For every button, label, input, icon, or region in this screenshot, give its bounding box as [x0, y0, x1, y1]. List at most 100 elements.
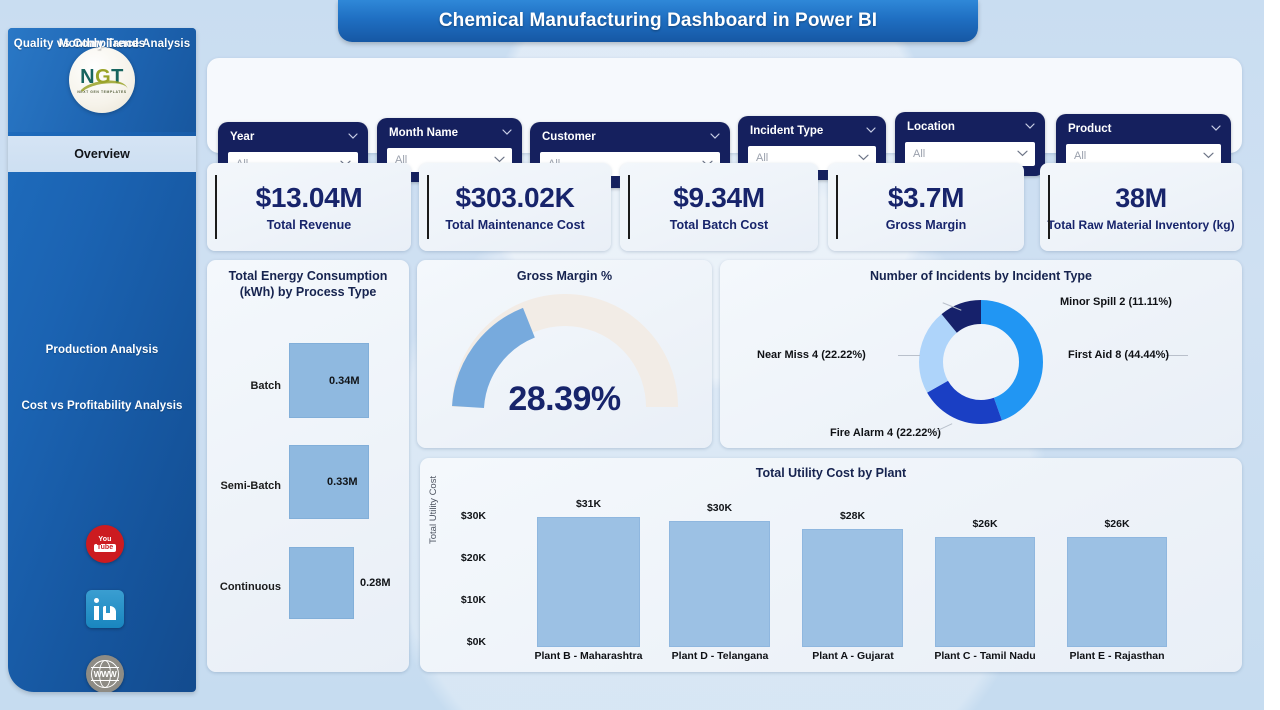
utility-bar-value: $30K: [706, 502, 733, 514]
y-axis-label: Total Utility Cost: [428, 475, 439, 544]
utility-bar-plant-c[interactable]: [935, 537, 1035, 647]
kpi-value: $9.34M: [673, 181, 765, 213]
y-axis-tick: $30K: [460, 510, 486, 522]
globe-parallel-top: [91, 667, 119, 668]
energy-value-label: 0.33M: [327, 476, 358, 488]
kpi-accent-bar: [427, 175, 429, 239]
slicer-value: All: [1074, 150, 1087, 162]
sidebar-item-monthly-trends[interactable]: Monthly Trends: [8, 28, 196, 60]
kpi-accent-bar: [628, 175, 630, 239]
donut-label-fire-alarm: Fire Alarm 4 (22.22%): [830, 427, 941, 439]
youtube-badge: You Tube: [86, 525, 124, 563]
chevron-down-icon: [858, 154, 869, 161]
chevron-down-icon: [1025, 123, 1035, 129]
filter-bar: Year All Month Name All: [207, 58, 1242, 188]
energy-bar[interactable]: [289, 445, 369, 519]
slicer-title: Month Name: [389, 127, 458, 139]
linkedin-dot: [94, 598, 99, 603]
kpi-card-gross-margin[interactable]: $3.7M Gross Margin: [828, 163, 1024, 251]
y-axis-tick: $0K: [466, 636, 486, 648]
kpi-label: Gross Margin: [885, 217, 967, 232]
globe-meridian: [99, 660, 111, 688]
chart-energy-consumption: Total Energy Consumption (kWh) by Proces…: [207, 260, 409, 672]
energy-value-label: 0.34M: [329, 375, 360, 387]
chevron-down-icon: [1211, 125, 1221, 131]
chevron-down-icon: [866, 127, 876, 133]
utility-bar-plant-b[interactable]: [537, 517, 640, 647]
chevron-down-icon: [1017, 150, 1028, 157]
kpi-card-total-raw-material-inventory[interactable]: 38M Total Raw Material Inventory (kg): [1040, 163, 1242, 251]
brand-logo-block: NGT NEXT GEN TEMPLATES: [8, 28, 196, 132]
kpi-label: Total Revenue: [266, 217, 352, 232]
globe-parallel-bottom: [91, 680, 119, 681]
y-axis-tick: $20K: [460, 552, 486, 564]
website-globe-icon[interactable]: WWW: [86, 655, 124, 692]
linkedin-icon[interactable]: [86, 590, 124, 628]
linkedin-cut: [106, 606, 110, 613]
chart-title: Total Energy Consumption (kWh) by Proces…: [207, 268, 409, 300]
gauge-value-label: 28.39%: [508, 380, 621, 418]
sidebar-item-overview[interactable]: Overview: [8, 136, 196, 172]
slicer-title: Product: [1068, 123, 1112, 135]
logo-tagline: NEXT GEN TEMPLATES: [77, 89, 127, 94]
chevron-down-icon: [348, 133, 358, 139]
kpi-accent-bar: [836, 175, 838, 239]
donut-slice-fire-alarm: [919, 300, 1043, 424]
sidebar-item-cost-vs-profitability-analysis[interactable]: Cost vs Profitability Analysis: [8, 390, 196, 422]
chevron-down-icon: [710, 133, 720, 139]
slicer-title: Customer: [542, 131, 596, 143]
utility-bar-plant-d[interactable]: [669, 521, 770, 647]
y-axis-tick: $10K: [460, 594, 486, 606]
energy-bar[interactable]: [289, 343, 369, 418]
utility-bar-value: $26K: [972, 518, 998, 530]
slicer-dropdown[interactable]: All: [905, 142, 1035, 166]
kpi-card-total-maintenance-cost[interactable]: $303.02K Total Maintenance Cost: [419, 163, 611, 251]
kpi-value: 38M: [1115, 182, 1167, 213]
chevron-down-icon: [494, 156, 505, 163]
chart-title: Total Utility Cost by Plant: [755, 466, 907, 480]
donut-leader-first-aid: [1166, 355, 1188, 356]
utility-bar-plant-a[interactable]: [802, 529, 903, 647]
slicer-title: Location: [907, 121, 955, 133]
sidebar-item-label: Production Analysis: [45, 344, 159, 356]
globe-badge: WWW: [86, 655, 124, 692]
sidebar: NGT NEXT GEN TEMPLATES Overview Producti…: [8, 28, 196, 692]
youtube-label-bottom: Tube: [93, 544, 117, 552]
logo-letter-g: G: [95, 65, 112, 88]
logo-wordmark: NGT: [80, 67, 124, 87]
kpi-accent-bar: [1048, 175, 1050, 239]
utility-bar-plant-e[interactable]: [1067, 537, 1167, 647]
kpi-label: Total Batch Cost: [669, 217, 769, 232]
chart-title: Number of Incidents by Incident Type: [869, 269, 1092, 283]
chart-title-line2: (kWh) by Process Type: [239, 285, 377, 299]
utility-bar-value: $31K: [575, 498, 602, 510]
energy-bar[interactable]: [289, 547, 354, 619]
energy-category-label: Semi-Batch: [220, 480, 281, 492]
donut-chart[interactable]: [911, 292, 1051, 432]
utility-bar-category: Plant D - Telangana: [671, 650, 769, 662]
kpi-card-total-revenue[interactable]: $13.04M Total Revenue: [207, 163, 411, 251]
chart-title-line1: Total Energy Consumption: [228, 269, 388, 283]
donut-label-first-aid: First Aid 8 (44.44%): [1068, 349, 1170, 361]
logo-letter-t: T: [111, 65, 124, 88]
linkedin-badge: [86, 590, 124, 628]
linkedin-stem: [94, 606, 99, 620]
energy-category-label: Continuous: [219, 581, 281, 593]
chevron-down-icon: [502, 129, 512, 135]
utility-bar-value: $26K: [1104, 518, 1130, 530]
youtube-icon[interactable]: You Tube: [86, 525, 124, 563]
sidebar-item-label: Monthly Trends: [58, 38, 146, 50]
kpi-label: Total Maintenance Cost: [445, 217, 585, 232]
sidebar-item-label: Quality vs Compliance Analysis: [13, 38, 191, 50]
utility-bar-value: $28K: [839, 510, 866, 522]
slicer-title: Year: [230, 131, 255, 143]
energy-value-label: 0.28M: [360, 577, 391, 589]
ngt-logo: NGT NEXT GEN TEMPLATES: [69, 47, 135, 113]
kpi-value: $13.04M: [255, 181, 363, 213]
kpi-card-total-batch-cost[interactable]: $9.34M Total Batch Cost: [620, 163, 818, 251]
sidebar-item-quality-vs-compliance-analysis[interactable]: Quality vs Compliance Analysis: [8, 28, 196, 60]
chart-utility-cost-by-plant: Total Utility Cost by Plant Total Utilit…: [420, 458, 1242, 672]
sidebar-item-production-analysis[interactable]: Production Analysis: [8, 334, 196, 366]
energy-category-label: Batch: [250, 380, 281, 392]
gauge-arc[interactable]: [451, 294, 678, 412]
